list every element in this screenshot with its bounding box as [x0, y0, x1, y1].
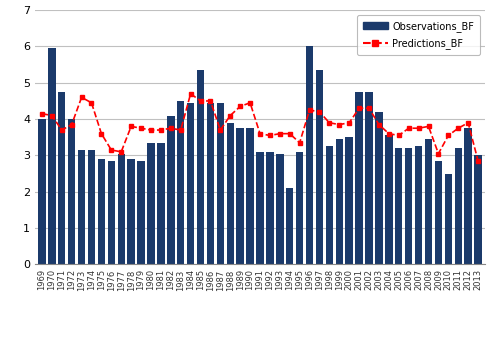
Bar — [236, 128, 244, 264]
Bar — [38, 119, 46, 264]
Bar — [157, 143, 164, 264]
Bar — [434, 161, 442, 264]
Bar — [226, 123, 234, 264]
Bar — [356, 92, 363, 264]
Legend: Observations_BF, Predictions_BF: Observations_BF, Predictions_BF — [358, 15, 480, 55]
Bar — [216, 103, 224, 264]
Bar — [366, 92, 372, 264]
Bar — [177, 101, 184, 264]
Bar — [197, 70, 204, 264]
Bar — [306, 46, 314, 264]
Bar — [148, 143, 154, 264]
Bar — [167, 116, 174, 264]
Bar — [454, 148, 462, 264]
Bar — [336, 139, 343, 264]
Bar — [375, 112, 382, 264]
Bar — [444, 174, 452, 264]
Bar — [68, 119, 76, 264]
Bar — [296, 152, 304, 264]
Bar — [98, 159, 105, 264]
Bar — [48, 48, 56, 264]
Bar — [256, 152, 264, 264]
Bar — [206, 103, 214, 264]
Bar — [346, 137, 353, 264]
Bar — [395, 148, 402, 264]
Bar — [474, 156, 482, 264]
Bar — [425, 139, 432, 264]
Bar — [118, 154, 125, 264]
Bar — [316, 70, 323, 264]
Bar — [138, 161, 145, 264]
Bar — [246, 128, 254, 264]
Bar — [187, 103, 194, 264]
Bar — [415, 146, 422, 264]
Bar — [326, 146, 333, 264]
Bar — [108, 161, 115, 264]
Bar — [88, 150, 95, 264]
Bar — [276, 154, 283, 264]
Bar — [266, 152, 274, 264]
Bar — [78, 150, 86, 264]
Bar — [464, 128, 472, 264]
Bar — [58, 92, 66, 264]
Bar — [286, 188, 294, 264]
Bar — [128, 159, 135, 264]
Bar — [405, 148, 412, 264]
Bar — [385, 136, 392, 264]
